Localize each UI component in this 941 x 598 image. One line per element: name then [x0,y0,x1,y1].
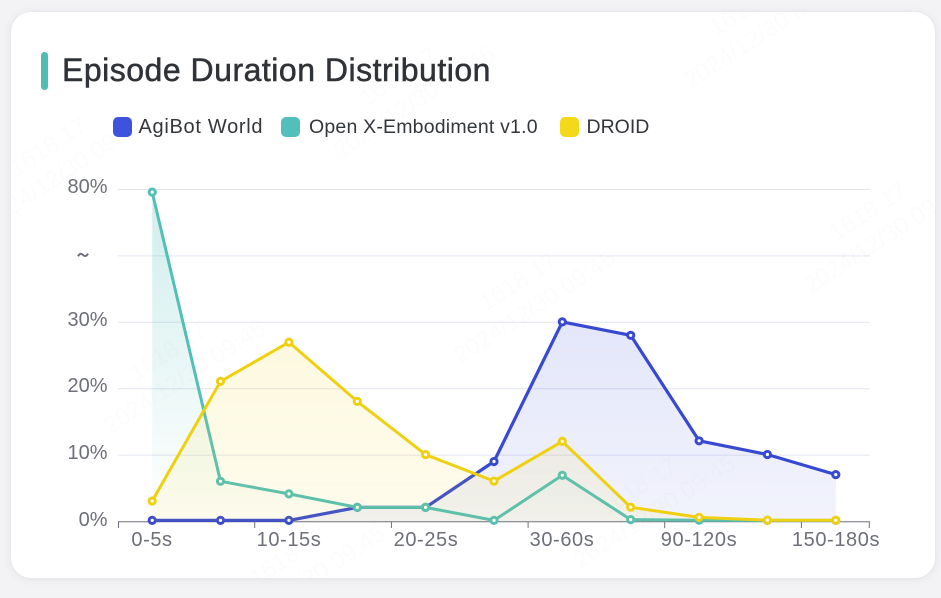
svg-text:2024/12/30 09:45: 2024/12/30 09:45 [679,0,850,94]
svg-text:2024/12/30 09:45: 2024/12/30 09:45 [799,175,941,299]
